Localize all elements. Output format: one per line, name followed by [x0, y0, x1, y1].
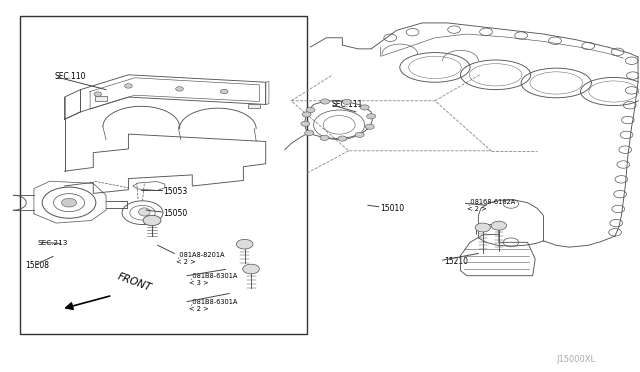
- Circle shape: [475, 223, 490, 232]
- Circle shape: [220, 89, 228, 94]
- Text: FRONT: FRONT: [116, 272, 152, 294]
- Text: 15050: 15050: [164, 209, 188, 218]
- Text: 15010: 15010: [381, 204, 404, 213]
- Text: 15210: 15210: [445, 257, 468, 266]
- Bar: [95, 96, 108, 101]
- Text: 15053: 15053: [164, 187, 188, 196]
- Bar: [20, 16, 307, 334]
- Text: SEC.213: SEC.213: [38, 240, 68, 246]
- Ellipse shape: [139, 208, 150, 216]
- Circle shape: [306, 108, 315, 113]
- Circle shape: [365, 124, 374, 129]
- Circle shape: [320, 135, 329, 140]
- Text: ¸081B8-6301A
< 2 >: ¸081B8-6301A < 2 >: [189, 298, 237, 312]
- Text: J15000XL: J15000XL: [556, 355, 595, 364]
- Circle shape: [125, 84, 132, 88]
- Text: ¸081A8-8201A
< 2 >: ¸081A8-8201A < 2 >: [176, 251, 225, 265]
- Circle shape: [321, 99, 330, 104]
- Circle shape: [243, 264, 259, 274]
- Circle shape: [338, 136, 347, 141]
- Circle shape: [236, 239, 253, 249]
- Circle shape: [94, 92, 102, 96]
- Circle shape: [143, 215, 161, 226]
- Circle shape: [360, 105, 369, 110]
- Text: 15E08: 15E08: [25, 261, 49, 270]
- Circle shape: [355, 132, 364, 137]
- Bar: [248, 104, 260, 108]
- Circle shape: [301, 121, 310, 126]
- Circle shape: [175, 87, 183, 91]
- Text: ¸081B8-6301A
< 3 >: ¸081B8-6301A < 3 >: [189, 273, 237, 286]
- Text: SEC.111: SEC.111: [332, 100, 363, 109]
- Circle shape: [61, 198, 77, 207]
- Text: SEC.110: SEC.110: [55, 72, 86, 81]
- Circle shape: [302, 112, 311, 117]
- Circle shape: [367, 114, 376, 119]
- Text: ¸08168-6162A
< 2 >: ¸08168-6162A < 2 >: [467, 198, 515, 212]
- Circle shape: [342, 99, 351, 105]
- Circle shape: [491, 221, 506, 230]
- Circle shape: [305, 131, 314, 136]
